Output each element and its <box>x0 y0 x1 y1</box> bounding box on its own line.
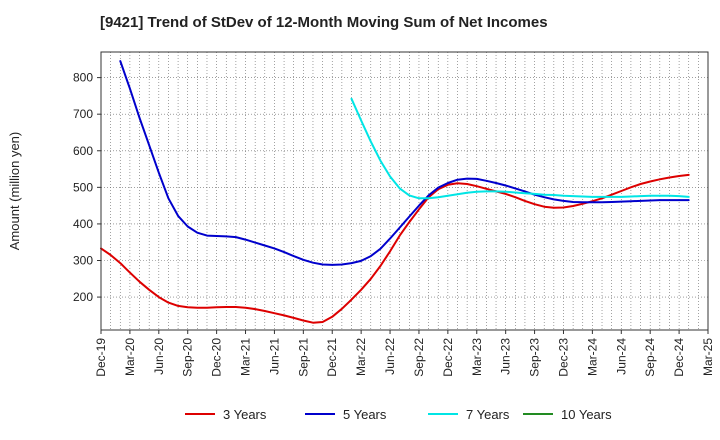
x-tick-label: Jun-20 <box>152 338 166 375</box>
legend-label: 5 Years <box>343 407 387 422</box>
x-tick-label: Dec-24 <box>672 338 686 377</box>
legend-label: 10 Years <box>561 407 612 422</box>
legend: 3 Years 5 Years 7 Years 10 Years <box>185 407 612 422</box>
y-tick-label: 800 <box>73 71 93 85</box>
y-tick-label: 400 <box>73 217 93 231</box>
x-tick-label: Jun-23 <box>499 338 513 375</box>
legend-label: 3 Years <box>223 407 267 422</box>
legend-item-3-years: 3 Years <box>185 407 267 422</box>
chart-title: [9421] Trend of StDev of 12-Month Moving… <box>100 14 548 31</box>
y-tick-label: 700 <box>73 107 93 121</box>
series-line-5-years <box>119 60 690 266</box>
x-tick-label: Sep-23 <box>528 338 542 377</box>
x-tick-label: Sep-22 <box>412 338 426 377</box>
x-tick-label: Dec-22 <box>441 338 455 377</box>
x-tick-label: Jun-22 <box>383 338 397 375</box>
legend-item-7-years: 7 Years <box>428 407 510 422</box>
legend-label: 7 Years <box>466 407 510 422</box>
x-tick-label: Sep-20 <box>181 338 195 377</box>
y-axis-title: Amount (million yen) <box>7 132 22 251</box>
x-axis: Dec-19 Mar-20 Jun-20 Sep-20 Dec-20 Mar-21 Jun-… <box>94 330 715 377</box>
plot-frame <box>100 51 709 331</box>
legend-item-5-years: 5 Years <box>305 407 387 422</box>
x-tick-label: Dec-19 <box>94 338 108 377</box>
x-tick-label: Mar-24 <box>585 338 599 376</box>
y-tick-label: 200 <box>73 290 93 304</box>
x-tick-label: Jun-21 <box>267 338 281 375</box>
x-tick-label: Sep-24 <box>643 338 657 377</box>
y-tick-label: 600 <box>73 144 93 158</box>
y-axis: 200 300 400 500 600 700 800 <box>73 71 101 304</box>
x-tick-label: Dec-21 <box>325 338 339 377</box>
x-tick-label: Mar-21 <box>239 338 253 376</box>
x-tick-label: Mar-20 <box>123 338 137 376</box>
x-tick-label: Dec-20 <box>210 338 224 377</box>
x-tick-label: Jun-24 <box>614 338 628 375</box>
x-tick-label: Sep-21 <box>296 338 310 377</box>
y-tick-label: 500 <box>73 180 93 194</box>
x-tick-label: Dec-23 <box>556 338 570 377</box>
legend-item-10-years: 10 Years <box>523 407 612 422</box>
series-line-7-years <box>350 97 690 200</box>
series-lines <box>100 60 690 324</box>
grid <box>101 52 708 330</box>
y-tick-label: 300 <box>73 254 93 268</box>
x-tick-label: Mar-23 <box>470 338 484 376</box>
x-tick-label: Mar-22 <box>354 338 368 376</box>
x-tick-label: Mar-25 <box>701 338 715 376</box>
